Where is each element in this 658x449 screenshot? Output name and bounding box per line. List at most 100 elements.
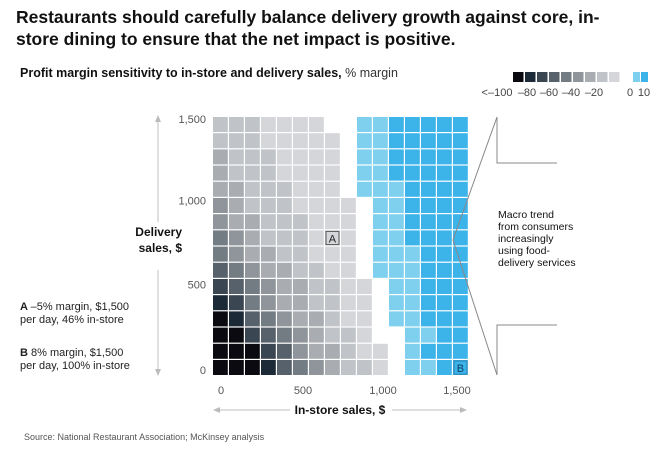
heatmap-cell <box>405 181 420 197</box>
heatmap-cell <box>389 214 404 230</box>
heatmap-cell <box>325 360 340 375</box>
heatmap-cell <box>325 165 340 181</box>
heatmap-cell <box>213 360 228 375</box>
heatmap-cell <box>245 149 260 165</box>
heatmap-cell <box>405 360 420 375</box>
heatmap-cell <box>245 360 260 375</box>
heatmap-cell <box>389 327 404 343</box>
heatmap-cell <box>421 181 436 197</box>
heatmap-cell <box>325 149 340 165</box>
heatmap-cell <box>373 311 388 327</box>
heatmap-cell <box>437 117 452 132</box>
heatmap-cell <box>293 279 308 294</box>
heatmap-cell <box>421 311 436 327</box>
heatmap-cell <box>309 133 324 149</box>
heatmap-cell <box>405 343 420 359</box>
heatmap-cell <box>357 181 372 197</box>
heatmap-cell <box>261 230 276 246</box>
heatmap-cell <box>293 165 308 181</box>
heatmap-cell <box>229 149 244 165</box>
y-tick-label: 1,500 <box>178 114 206 126</box>
heatmap-cell <box>245 327 260 343</box>
heatmap-cell <box>405 198 420 213</box>
heatmap-cell <box>277 327 292 343</box>
heatmap-cell <box>293 181 308 197</box>
chart-subtitle: Profit margin sensitivity to in-store an… <box>20 66 398 80</box>
heatmap-cell <box>229 327 244 343</box>
x-axis-arrow-right-icon <box>460 407 467 413</box>
heatmap-cell <box>341 133 356 149</box>
heatmap-cell <box>421 165 436 181</box>
heatmap-cell <box>213 262 228 278</box>
heatmap-cell <box>405 133 420 149</box>
legend-swatch <box>633 72 640 82</box>
heatmap-cell <box>245 165 260 181</box>
heatmap-cell <box>309 279 324 294</box>
heatmap-cell <box>277 214 292 230</box>
heatmap-cell <box>341 327 356 343</box>
macro-trend-text: using food- <box>498 245 550 257</box>
heatmap-cell <box>437 165 452 181</box>
heatmap-cell <box>293 311 308 327</box>
heatmap-cell <box>325 117 340 132</box>
heatmap-cell <box>277 133 292 149</box>
heatmap-cell <box>341 262 356 278</box>
heatmap-cell <box>277 246 292 262</box>
heatmap-cell <box>245 246 260 262</box>
heatmap-cell <box>309 327 324 343</box>
heatmap-cell <box>261 214 276 230</box>
heatmap-cell <box>277 230 292 246</box>
heatmap-cell <box>341 311 356 327</box>
heatmap-cell <box>229 262 244 278</box>
heatmap-cell <box>357 279 372 294</box>
heatmap-cell <box>405 295 420 311</box>
heatmap-cell <box>389 133 404 149</box>
heatmap-cell <box>357 230 372 246</box>
heatmap-cell <box>373 214 388 230</box>
heatmap-cell <box>309 295 324 311</box>
legend-label: –20 <box>585 87 603 99</box>
trend-bracket-bottom <box>496 324 557 375</box>
heatmap-cell <box>373 149 388 165</box>
heatmap-cell <box>229 279 244 294</box>
heatmap-cell <box>341 360 356 375</box>
heatmap-cell <box>341 295 356 311</box>
heatmap-cell <box>293 214 308 230</box>
legend-swatch <box>549 72 560 82</box>
heatmap-cell <box>453 133 468 149</box>
heatmap-cell <box>453 279 468 294</box>
heatmap-cell <box>437 327 452 343</box>
heatmap-cell <box>277 360 292 375</box>
heatmap-cell <box>213 327 228 343</box>
annotation-b-line1: B 8% margin, $1,500 <box>20 347 123 359</box>
legend-swatch <box>597 72 608 82</box>
heatmap-cell <box>309 360 324 375</box>
heatmap-cell <box>245 117 260 132</box>
chart-title: Restaurants should carefully balance del… <box>16 7 600 49</box>
heatmap-cell <box>229 214 244 230</box>
macro-trend-text: Macro trend <box>498 209 554 221</box>
heatmap-cell <box>245 214 260 230</box>
heatmap-cell <box>421 149 436 165</box>
heatmap-cell <box>213 343 228 359</box>
heatmap-cell <box>357 311 372 327</box>
heatmap-cell <box>325 198 340 213</box>
heatmap-cell <box>341 214 356 230</box>
heatmap-cell <box>277 149 292 165</box>
annotation-text: –5% margin, $1,500 <box>31 301 129 313</box>
y-tick-label: 500 <box>188 279 206 291</box>
heatmap-cell <box>309 246 324 262</box>
heatmap-cell <box>229 117 244 132</box>
heatmap-cell <box>293 246 308 262</box>
heatmap-cell <box>293 117 308 132</box>
heatmap-cell <box>373 279 388 294</box>
heatmap-cell <box>341 117 356 132</box>
heatmap-cell <box>437 230 452 246</box>
heatmap-cell <box>213 279 228 294</box>
heatmap-cell <box>453 343 468 359</box>
heatmap-cell <box>277 262 292 278</box>
heatmap-cell <box>389 181 404 197</box>
heatmap-cell <box>277 165 292 181</box>
point-label-b: B <box>457 363 464 375</box>
annotation-key: B <box>20 347 31 359</box>
